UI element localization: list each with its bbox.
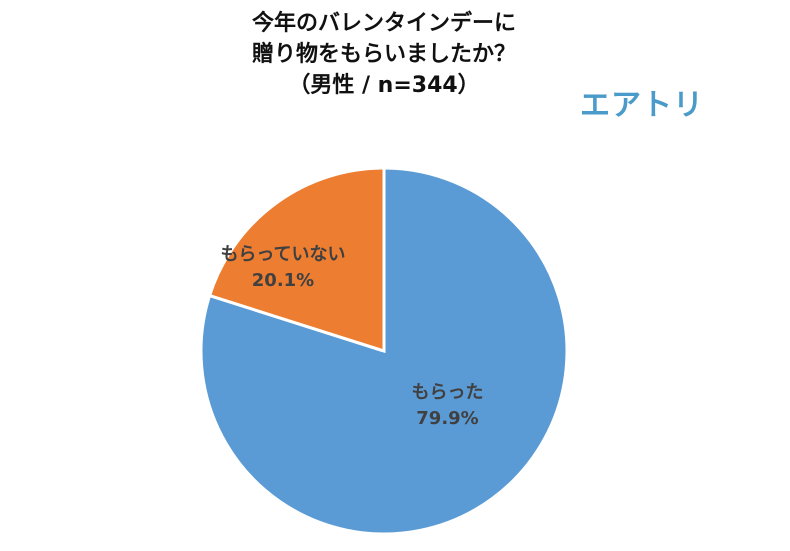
chart-title: 今年のバレンタインデーに 贈り物をもらいましたか？ （男性 / n=344） — [0, 8, 768, 101]
airtrip-logo: エアトリ — [580, 88, 704, 123]
slice-label-not-received-value: 20.1% — [251, 270, 315, 291]
pie-slice-not-received — [207, 166, 386, 354]
slice-label-received-name: もらった — [411, 382, 484, 403]
slice-label-received-value: 79.9% — [416, 408, 479, 429]
chart-title-line-1: 今年のバレンタインデーに — [251, 11, 516, 36]
chart-title-line-3: （男性 / n=344） — [288, 73, 480, 98]
slice-label-not-received: もらっていない 20.1% — [198, 242, 368, 294]
pie-slices — [199, 166, 569, 536]
slice-label-not-received-name: もらっていない — [220, 244, 346, 265]
chart-title-line-2: 贈り物をもらいましたか？ — [251, 42, 516, 67]
slice-label-received: もらった 79.9% — [395, 380, 500, 432]
pie-slice-received — [199, 166, 569, 536]
